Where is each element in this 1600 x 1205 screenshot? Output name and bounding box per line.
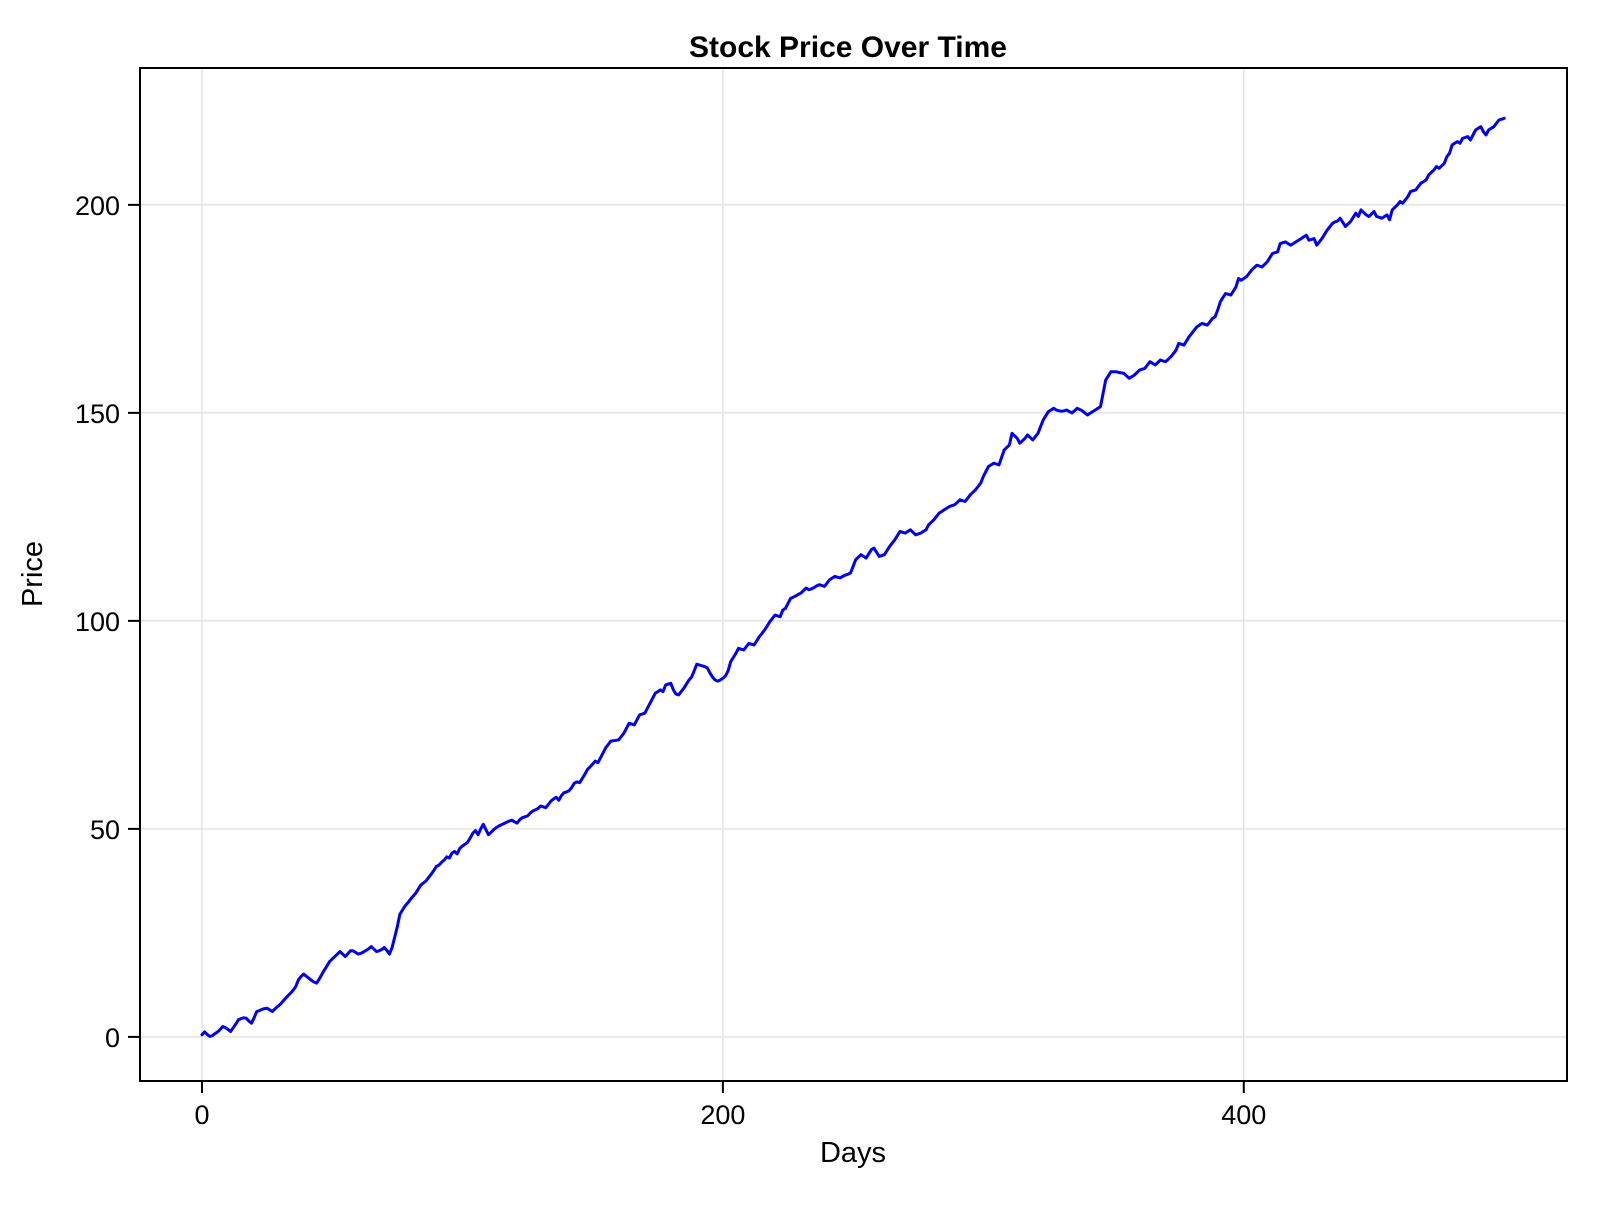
y-tick-label: 50 bbox=[90, 815, 120, 845]
plot-frame bbox=[139, 67, 1568, 1082]
price-line bbox=[200, 116, 1506, 1038]
chart-title: Stock Price Over Time bbox=[689, 31, 1007, 64]
y-tick-label: 150 bbox=[75, 399, 120, 429]
y-tick-label: 200 bbox=[75, 191, 120, 221]
tick-layer bbox=[128, 203, 1245, 1093]
y-tick-label: 100 bbox=[75, 607, 120, 637]
x-tick-label: 400 bbox=[1221, 1100, 1266, 1130]
y-axis-label: Price bbox=[17, 541, 49, 607]
x-tick-label: 0 bbox=[194, 1100, 209, 1130]
x-axis-label: Days bbox=[820, 1137, 886, 1169]
grid-layer bbox=[140, 68, 1567, 1081]
y-tick-label: 0 bbox=[105, 1023, 120, 1053]
tick-label-layer: 0 200 400 0 50 100 150 200 bbox=[75, 191, 1266, 1130]
series-layer bbox=[200, 116, 1506, 1038]
x-tick-label: 200 bbox=[700, 1100, 745, 1130]
